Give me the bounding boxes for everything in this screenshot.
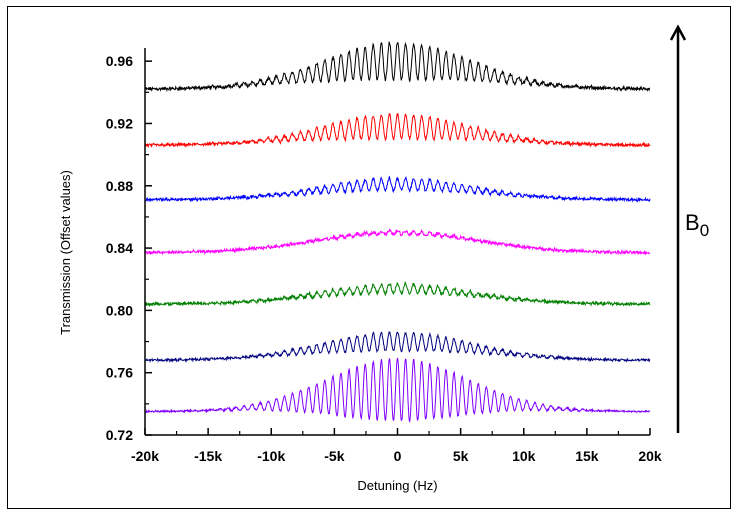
series-line-3	[144, 175, 651, 203]
y-tick-label: 0.84	[106, 240, 133, 256]
y-tick-label: 0.88	[106, 178, 133, 194]
x-tick-label: 20k	[638, 448, 662, 464]
b0-base: B	[685, 210, 700, 235]
axes	[144, 48, 650, 436]
series-line-6	[144, 330, 651, 364]
x-tick-label: -15k	[194, 448, 222, 464]
x-tick-label: 10k	[512, 448, 536, 464]
x-tick-label: 15k	[575, 448, 599, 464]
y-tick-label: 0.72	[106, 427, 133, 443]
x-tick-label: 0	[394, 448, 402, 464]
y-tick-label: 0.96	[106, 53, 133, 69]
y-tick-label: 0.92	[106, 115, 133, 131]
x-tick-label: -5k	[324, 448, 344, 464]
series-line-2	[144, 113, 651, 149]
b0-annotation: B0	[669, 24, 709, 433]
b0-subscript: 0	[700, 221, 709, 240]
series-line-4	[144, 228, 651, 256]
series-line-5	[144, 281, 651, 308]
b0-label: B0	[685, 210, 709, 240]
series-layer	[144, 41, 651, 424]
y-tick-label: 0.80	[106, 302, 133, 318]
b0-arrow-head	[669, 24, 687, 41]
series-line-7	[144, 357, 651, 424]
x-tick-label: 5k	[453, 448, 469, 464]
y-tick-label: 0.76	[106, 365, 133, 381]
x-tick-label: -20k	[131, 448, 159, 464]
ticks: -20k -15k -10k -5k 0 5k 10k 15k 20k 0.72 0.76 0.80 0…	[106, 53, 662, 464]
x-axis-title: Detuning (Hz)	[357, 478, 437, 493]
figure-frame	[7, 6, 731, 509]
series-line-1	[144, 41, 651, 93]
x-tick-label: -10k	[257, 448, 285, 464]
y-axis-title: Transmission (Offset values)	[58, 170, 73, 335]
